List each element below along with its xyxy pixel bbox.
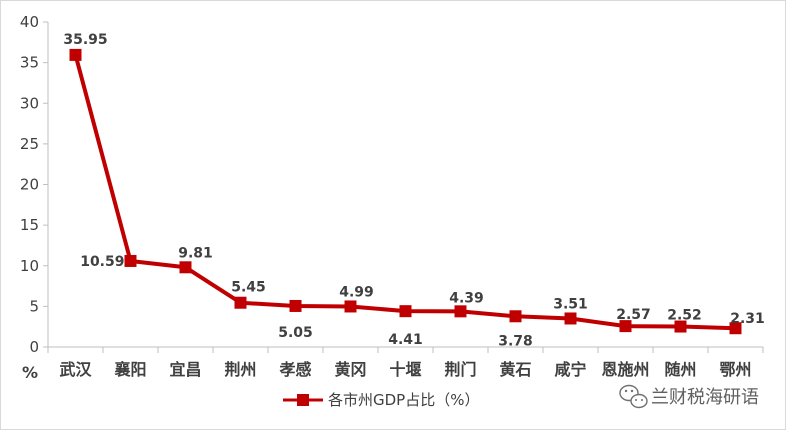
data-point — [234, 296, 247, 309]
data-label: 4.39 — [449, 290, 484, 306]
x-tick-label: 宜昌 — [169, 360, 201, 379]
y-tick-label: 30 — [20, 94, 39, 112]
data-label: 5.05 — [278, 325, 313, 341]
data-point — [399, 305, 412, 318]
y-tick-label: 35 — [20, 54, 39, 72]
watermark-text: 兰财税海研语 — [651, 387, 759, 408]
data-labels: 35.95 10.59 9.81 5.45 5.05 4.99 4.41 4.39 3.78 3.… — [63, 32, 764, 349]
y-tick-label: 15 — [20, 216, 39, 234]
data-label: 2.57 — [616, 307, 651, 323]
x-tick-label: 十堰 — [389, 360, 421, 379]
y-tick-label: 0 — [29, 338, 39, 356]
data-point — [674, 320, 687, 333]
data-label: 4.99 — [339, 284, 374, 300]
data-point — [124, 254, 137, 267]
data-label: 9.81 — [178, 245, 213, 261]
axes — [47, 22, 763, 348]
wechat-icon — [619, 384, 648, 409]
data-label: 5.45 — [231, 280, 266, 296]
data-point — [729, 322, 742, 335]
data-label: 3.51 — [553, 296, 588, 312]
data-point — [454, 305, 467, 318]
data-point — [509, 310, 522, 323]
data-label: 3.78 — [498, 333, 533, 349]
data-label: 2.31 — [730, 311, 765, 327]
x-tick-label: 黄石 — [499, 360, 531, 379]
y-tick-label: 20 — [20, 176, 39, 194]
x-tick-label: 荆门 — [444, 360, 476, 379]
data-point — [619, 320, 632, 333]
data-label: 35.95 — [63, 32, 107, 48]
series-line — [69, 48, 742, 335]
y-axis-unit: % — [22, 363, 38, 382]
x-tick-label: 荆州 — [224, 360, 256, 379]
x-tick-label: 随州 — [664, 360, 696, 379]
y-tick-label: 5 — [29, 297, 39, 315]
data-label: 2.52 — [667, 308, 702, 324]
data-point — [69, 48, 82, 61]
series-line-path — [73, 54, 736, 331]
y-tick-label: 40 — [20, 13, 39, 31]
data-point — [289, 299, 302, 312]
x-tick-label: 黄冈 — [334, 360, 366, 379]
legend: 各市州GDP占比（%） — [283, 391, 479, 409]
x-tick-label: 咸宁 — [554, 360, 586, 379]
x-axis-categories: 武汉 襄阳 宜昌 荆州 孝感 黄冈 十堰 荆门 黄石 咸宁 恩施州 随州 鄂州 — [47, 347, 764, 379]
y-axis-ticks: 0 5 10 15 20 25 30 35 40 — [20, 13, 48, 356]
x-tick-label: 鄂州 — [719, 360, 751, 379]
x-tick-label: 武汉 — [59, 360, 92, 379]
x-tick-label: 孝感 — [278, 360, 311, 379]
data-point — [564, 312, 577, 325]
x-tick-label: 襄阳 — [113, 360, 146, 379]
x-tick-label: 恩施州 — [601, 360, 649, 379]
legend-label: 各市州GDP占比（%） — [328, 391, 479, 409]
data-label: 10.59 — [80, 254, 124, 270]
y-tick-label: 10 — [20, 257, 39, 275]
data-label: 4.41 — [388, 332, 423, 348]
legend-marker — [297, 394, 309, 406]
watermark: 兰财税海研语 — [619, 384, 759, 409]
data-point — [344, 300, 357, 313]
data-point — [179, 261, 192, 274]
y-tick-label: 25 — [20, 135, 39, 153]
